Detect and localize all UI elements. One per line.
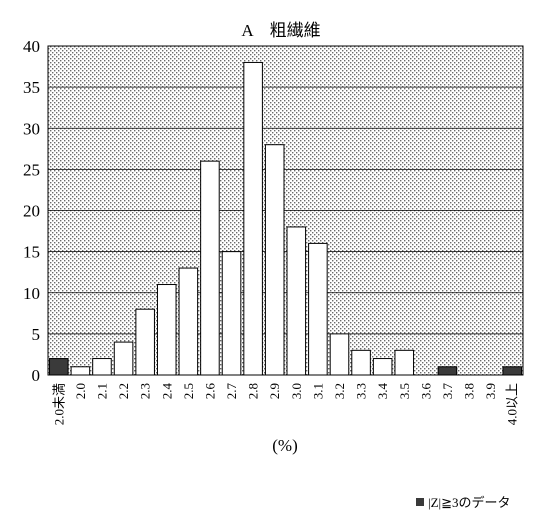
x-tick-label: 3.8 — [462, 383, 477, 399]
bar — [178, 267, 199, 376]
bar — [329, 333, 350, 376]
x-tick-label: 4.0以上 — [505, 383, 520, 425]
x-tick-label: 2.8 — [246, 383, 261, 399]
bar — [70, 366, 91, 376]
bar — [372, 358, 393, 376]
x-tick-label: 3.6 — [418, 383, 433, 400]
bars — [49, 61, 522, 376]
bar — [135, 308, 155, 376]
x-tick-label: 2.4 — [159, 383, 174, 400]
x-tick-label: 3.0 — [289, 383, 304, 399]
y-tick-label: 10 — [23, 284, 40, 303]
x-axis-ticks: 2.0未満 2.0 2.1 2.2 2.3 2.4 2.5 2.6 2.7 2.8 2.9 3.0 3.… — [51, 383, 519, 426]
y-tick-label: 20 — [23, 202, 40, 221]
bar — [308, 242, 328, 376]
x-tick-label: 2.7 — [224, 383, 239, 400]
legend-swatch — [416, 498, 424, 506]
x-tick-label: 2.9 — [267, 383, 282, 399]
y-tick-label: 15 — [23, 243, 40, 262]
x-axis-label: (%) — [272, 436, 297, 455]
x-tick-label: 3.4 — [375, 383, 390, 400]
x-tick-label: 3.7 — [440, 383, 455, 400]
bar — [156, 284, 177, 376]
y-tick-label: 30 — [23, 119, 40, 138]
bar — [286, 226, 307, 376]
x-tick-label: 2.2 — [116, 383, 131, 399]
x-tick-label: 3.5 — [397, 383, 412, 399]
legend-label: |Z|≧3のデータ — [428, 495, 511, 510]
bar — [113, 341, 134, 376]
bar — [221, 251, 242, 376]
bar-outlier — [437, 366, 458, 376]
gridlines — [48, 86, 523, 335]
bar — [200, 160, 220, 376]
y-axis-ticks: 0 5 10 15 20 25 30 35 40 — [23, 37, 40, 385]
bar — [243, 61, 263, 376]
y-tick-label: 0 — [32, 366, 41, 385]
x-tick-label: 2.0未満 — [51, 383, 66, 425]
bar-outlier — [49, 358, 69, 376]
chart-title: A 粗繊維 — [241, 21, 320, 40]
bar-outlier — [502, 366, 522, 376]
y-tick-label: 25 — [23, 160, 40, 179]
x-tick-label: 2.0 — [73, 383, 88, 399]
bar — [92, 358, 112, 376]
y-tick-label: 5 — [32, 325, 41, 344]
x-tick-label: 3.2 — [332, 383, 347, 399]
x-tick-label: 3.9 — [483, 383, 498, 399]
y-tick-label: 35 — [23, 78, 40, 97]
y-tick-label: 40 — [23, 37, 40, 56]
x-tick-label: 3.3 — [354, 383, 369, 399]
x-tick-label: 2.6 — [202, 383, 217, 400]
legend: |Z|≧3のデータ — [416, 495, 511, 510]
x-tick-label: 2.1 — [94, 383, 109, 399]
bar — [351, 349, 371, 376]
x-tick-label: 3.1 — [310, 383, 325, 399]
bar — [264, 144, 285, 376]
x-tick-label: 2.5 — [181, 383, 196, 399]
bar — [394, 349, 415, 376]
x-tick-label: 2.3 — [138, 383, 153, 399]
